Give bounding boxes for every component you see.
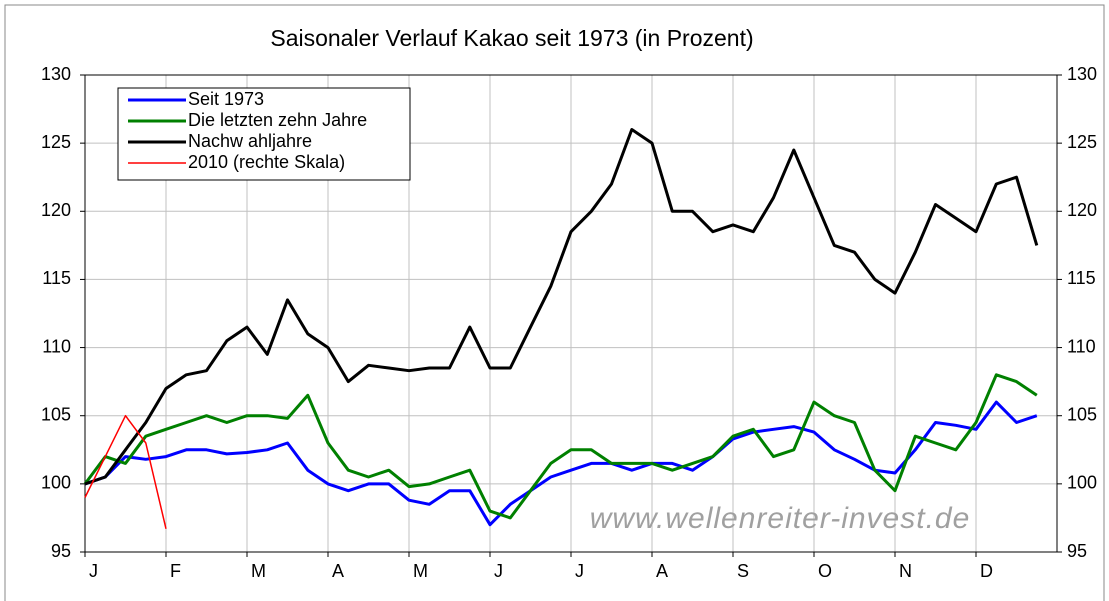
x-tick-label: S xyxy=(737,561,749,581)
y-tick-label: 120 xyxy=(41,200,71,220)
y2-tick-label: 115 xyxy=(1067,268,1096,288)
x-tick-label: D xyxy=(980,561,993,581)
watermark: www.wellenreiter-invest.de xyxy=(590,502,971,535)
legend-label: Die letzten zehn Jahre xyxy=(188,110,367,130)
y2-tick-label: 105 xyxy=(1067,404,1097,424)
x-tick-label: J xyxy=(89,561,98,581)
plot-border xyxy=(84,74,1058,553)
x-tick-label: N xyxy=(899,561,912,581)
legend-label: 2010 (rechte Skala) xyxy=(188,152,345,172)
x-tick-label: A xyxy=(656,561,668,581)
x-tick-label: F xyxy=(170,561,181,581)
y-tick-label: 110 xyxy=(42,336,71,356)
legend-label: Nachw ahljahre xyxy=(188,131,312,151)
y-tick-label: 125 xyxy=(41,132,71,152)
series-line xyxy=(83,373,1038,520)
x-tick-label: A xyxy=(332,561,344,581)
legend-label: Seit 1973 xyxy=(188,89,264,109)
x-tick-label: J xyxy=(575,561,584,581)
x-tick-label: O xyxy=(818,561,832,581)
legend-box xyxy=(117,87,411,181)
x-tick-label: J xyxy=(494,561,503,581)
x-tick-label: M xyxy=(413,561,428,581)
x-tick-label: M xyxy=(251,561,266,581)
y-tick-label: 130 xyxy=(41,64,71,84)
series-line xyxy=(84,414,167,529)
y2-tick-label: 95 xyxy=(1067,541,1087,561)
chart-title: Saisonaler Verlauf Kakao seit 1973 (in P… xyxy=(270,25,753,51)
y-tick-label: 95 xyxy=(51,541,71,561)
y2-tick-label: 120 xyxy=(1067,200,1097,220)
series-line xyxy=(84,128,1039,486)
y2-tick-label: 100 xyxy=(1067,473,1097,493)
y-tick-label: 100 xyxy=(41,473,71,493)
series-line xyxy=(84,400,1038,527)
y2-tick-label: 130 xyxy=(1067,64,1097,84)
y2-tick-label: 110 xyxy=(1067,336,1096,356)
y-tick-label: 115 xyxy=(42,268,71,288)
y-tick-label: 105 xyxy=(41,404,71,424)
y2-tick-label: 125 xyxy=(1067,132,1097,152)
